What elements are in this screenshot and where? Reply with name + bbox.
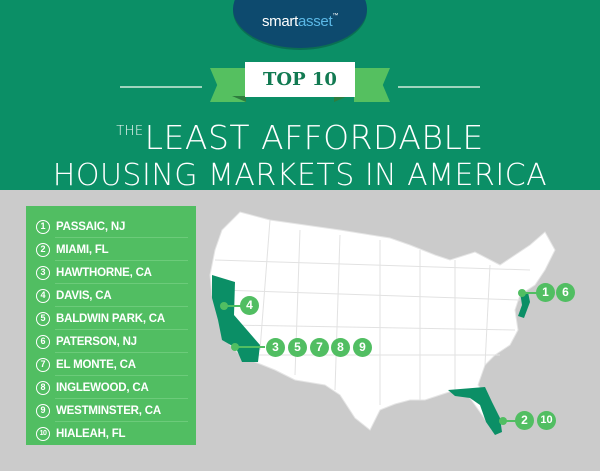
map-pin-socal: 5 <box>288 338 307 357</box>
california-highlight <box>212 275 260 362</box>
smartasset-logo: smartasset™ <box>233 0 367 48</box>
list-item: 9 WESTMINSTER, CA <box>36 399 188 422</box>
page-title-line1: THELEAST AFFORDABLE <box>0 118 600 157</box>
map-pin-socal: 3 <box>266 338 285 357</box>
rank-badge: 4 <box>36 288 50 303</box>
logo-trademark: ™ <box>332 13 339 19</box>
ribbon-tail-right <box>354 68 390 102</box>
top10-badge: TOP 10 <box>245 62 355 97</box>
rank-badge: 8 <box>36 380 50 395</box>
ribbon-fold-right <box>334 96 348 102</box>
list-item: 2 MIAMI, FL <box>36 238 188 261</box>
city-label: HIALEAH, FL <box>56 427 126 440</box>
rank-badge: 2 <box>36 242 50 257</box>
rank-badge: 3 <box>36 265 50 280</box>
rank-badge: 10 <box>36 426 50 441</box>
map-pin-nj: 6 <box>556 283 575 302</box>
map-pin-socal: 7 <box>310 338 329 357</box>
rank-badge: 5 <box>36 311 50 326</box>
logo-smart-text: smart <box>261 13 298 30</box>
list-item: 4 DAVIS, CA <box>36 284 188 307</box>
divider-right <box>398 86 480 88</box>
city-label: INGLEWOOD, CA <box>56 381 149 394</box>
list-item: 8 INGLEWOOD, CA <box>36 376 188 399</box>
list-item: 1 PASSAIC, NJ <box>36 215 188 238</box>
city-label: HAWTHORNE, CA <box>56 266 152 279</box>
city-label: EL MONTE, CA <box>56 358 136 371</box>
florida-highlight <box>448 387 502 435</box>
ranking-list: 1 PASSAIC, NJ 2 MIAMI, FL 3 HAWTHORNE, CA 4… <box>26 206 196 445</box>
us-map-shape <box>209 211 556 435</box>
rank-badge: 6 <box>36 334 50 349</box>
ribbon-fold-left <box>232 96 246 102</box>
rank-badge: 9 <box>36 403 50 418</box>
city-label: MIAMI, FL <box>56 243 109 256</box>
map-pin-socal: 9 <box>353 338 372 357</box>
logo-asset-text: asset <box>297 13 333 30</box>
map-pin-davis: 4 <box>240 296 259 315</box>
city-label: WESTMINSTER, CA <box>56 404 161 417</box>
map-pin-nj: 1 <box>536 283 555 302</box>
city-label: DAVIS, CA <box>56 289 112 302</box>
city-label: PASSAIC, NJ <box>56 220 126 233</box>
header-banner: smartasset™ TOP 10 THELEAST AFFORDABLE H… <box>0 0 600 193</box>
title-prefix: THE <box>116 124 144 139</box>
new-jersey-highlight <box>518 292 530 318</box>
list-item: 6 PATERSON, NJ <box>36 330 188 353</box>
rank-badge: 1 <box>36 219 50 234</box>
map-pin-socal: 8 <box>331 338 350 357</box>
us-map: 4 3 5 7 8 9 1 6 2 10 <box>200 190 600 466</box>
divider-left <box>120 86 202 88</box>
list-item: 10 HIALEAH, FL <box>36 422 188 445</box>
list-item: 7 EL MONTE, CA <box>36 353 188 376</box>
page-title-line2: HOUSING MARKETS IN AMERICA <box>52 158 548 193</box>
map-pin-fl: 10 <box>537 411 556 430</box>
city-label: PATERSON, NJ <box>56 335 137 348</box>
list-item: 5 BALDWIN PARK, CA <box>36 307 188 330</box>
title-line1-text: LEAST AFFORDABLE <box>144 118 484 157</box>
list-item: 3 HAWTHORNE, CA <box>36 261 188 284</box>
map-pin-fl: 2 <box>515 411 534 430</box>
rank-badge: 7 <box>36 357 50 372</box>
city-label: BALDWIN PARK, CA <box>56 312 166 325</box>
